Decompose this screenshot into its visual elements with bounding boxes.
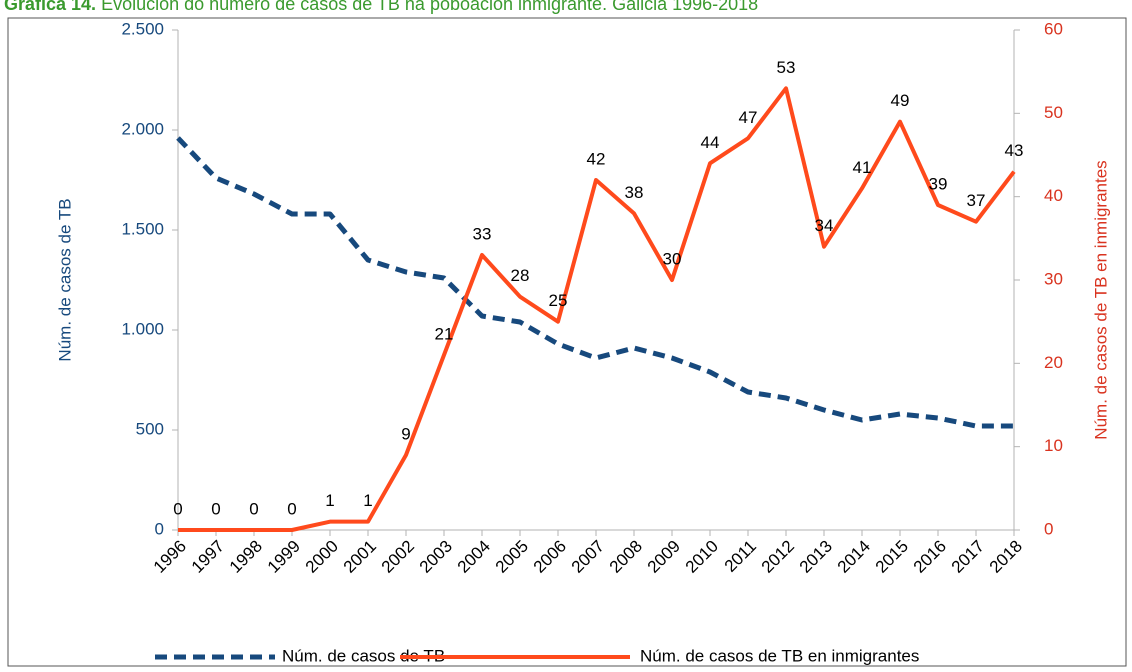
data-label: 39: [929, 174, 948, 193]
y2-tick-label: 60: [1044, 19, 1063, 38]
y-tick-label: 2.500: [121, 19, 164, 38]
data-label: 37: [967, 191, 986, 210]
y2-tick-label: 0: [1044, 519, 1053, 538]
x-tick-label: 2013: [796, 537, 836, 577]
title-label: Gráfica 14.: [4, 0, 96, 14]
data-label: 30: [663, 249, 682, 268]
data-label: 0: [287, 499, 296, 518]
x-tick-label: 2011: [721, 537, 760, 576]
y-tick-label: 1.000: [121, 319, 164, 338]
y2-axis-label: Núm. de casos de TB en inmigrantes: [1091, 160, 1110, 439]
data-label: 0: [249, 499, 258, 518]
data-label: 1: [325, 491, 334, 510]
x-tick-label: 2005: [492, 537, 532, 577]
x-tick-label: 2004: [454, 537, 494, 577]
data-label: 21: [435, 324, 454, 343]
y2-tick-label: 10: [1044, 436, 1063, 455]
y-tick-label: 500: [136, 419, 164, 438]
data-label: 1: [363, 491, 372, 510]
data-label: 43: [1005, 141, 1024, 160]
y-tick-label: 1.500: [121, 219, 164, 238]
x-tick-label: 2002: [378, 537, 418, 577]
x-tick-label: 1998: [226, 537, 266, 577]
x-tick-label: 1996: [150, 537, 190, 577]
y2-tick-label: 20: [1044, 353, 1063, 372]
x-tick-label: 1997: [188, 537, 228, 577]
data-label: 53: [777, 58, 796, 77]
data-label: 9: [401, 424, 410, 443]
y2-tick-label: 50: [1044, 103, 1063, 122]
x-tick-label: 2006: [530, 537, 570, 577]
data-label: 28: [511, 266, 530, 285]
y-tick-label: 0: [155, 519, 164, 538]
legend-label: Núm. de casos de TB: [282, 646, 445, 665]
x-tick-label: 2007: [568, 537, 608, 577]
x-tick-label: 2015: [872, 537, 912, 577]
x-tick-label: 2018: [986, 537, 1026, 577]
y-tick-label: 2.000: [121, 119, 164, 138]
y-axis-label: Núm. de casos de TB: [55, 198, 74, 361]
x-tick-label: 2010: [682, 537, 722, 577]
x-tick-label: 2008: [606, 537, 646, 577]
y2-tick-label: 40: [1044, 186, 1063, 205]
series-line: [178, 86, 1016, 532]
data-label: 25: [549, 291, 568, 310]
chart-title: Gráfica 14. Evolución do número de casos…: [4, 0, 758, 14]
data-label: 47: [739, 108, 758, 127]
x-tick-label: 2012: [758, 537, 798, 577]
y2-tick-label: 30: [1044, 269, 1063, 288]
x-tick-label: 2014: [834, 537, 874, 577]
data-label: 44: [701, 133, 720, 152]
data-label: 0: [211, 499, 220, 518]
x-tick-label: 2000: [302, 537, 342, 577]
data-label: 34: [815, 216, 834, 235]
data-label: 41: [853, 158, 872, 177]
title-text: Evolución do número de casos de TB na po…: [101, 0, 758, 14]
data-label: 49: [891, 91, 910, 110]
series-line: [176, 136, 1014, 429]
x-tick-label: 2009: [644, 537, 684, 577]
chart-frame: [7, 17, 1127, 667]
x-tick-label: 2003: [416, 537, 456, 577]
x-tick-label: 2001: [340, 537, 380, 577]
x-tick-label: 2017: [948, 537, 988, 577]
data-label: 0: [173, 499, 182, 518]
data-label: 42: [587, 149, 606, 168]
legend-label: Núm. de casos de TB en inmigrantes: [640, 646, 919, 665]
x-tick-label: 1999: [264, 537, 304, 577]
data-label: 38: [625, 183, 644, 202]
data-label: 33: [473, 224, 492, 243]
x-tick-label: 2016: [910, 537, 950, 577]
